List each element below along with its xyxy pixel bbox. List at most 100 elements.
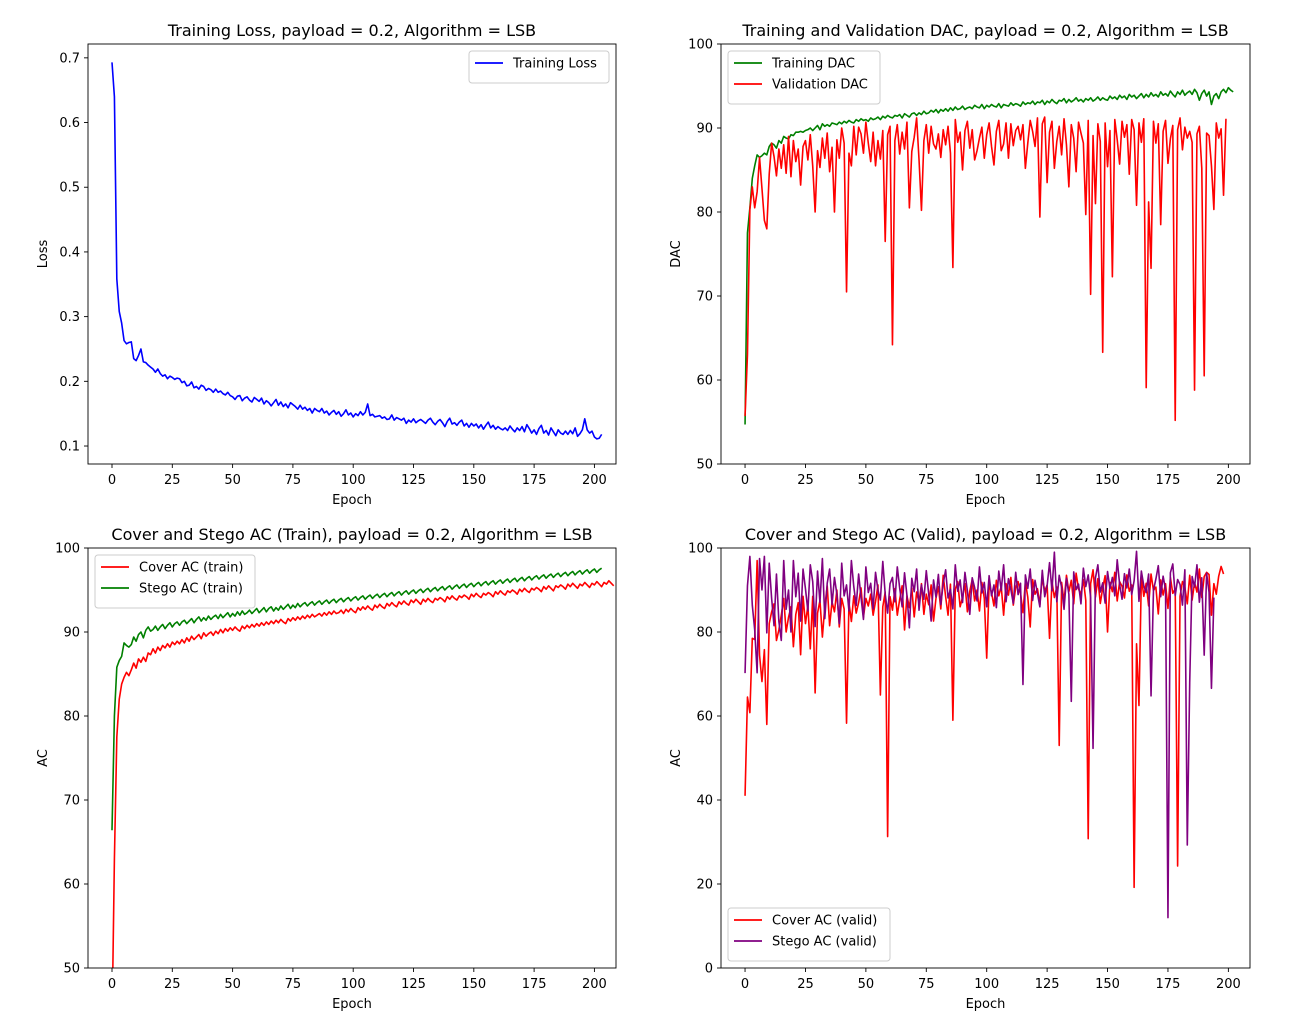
- y-tick-label: 60: [696, 710, 713, 725]
- x-tick-label: 50: [858, 473, 875, 488]
- x-tick-label: 200: [1216, 473, 1241, 488]
- x-tick-label: 175: [1156, 473, 1181, 488]
- series-line-cover-ac-train: [112, 579, 615, 968]
- y-tick-label: 0.3: [59, 310, 80, 325]
- x-tick-label: 150: [1095, 473, 1120, 488]
- y-axis-label: AC: [36, 749, 51, 767]
- chart-panel-4: Cover and Stego AC (Valid), payload = 0.…: [669, 525, 1251, 1012]
- legend-label: Stego AC (valid): [772, 935, 877, 950]
- legend-box: [727, 50, 881, 105]
- legend: Training DAC Validation DAC: [727, 50, 881, 105]
- x-tick-label: 0: [741, 977, 749, 992]
- x-tick-label: 0: [741, 473, 749, 488]
- legend: Training Loss: [468, 50, 610, 84]
- legend-label: Stego AC (train): [139, 582, 243, 597]
- x-tick-label: 25: [797, 977, 814, 992]
- y-tick-label: 60: [696, 374, 713, 389]
- y-axis-label: Loss: [36, 240, 51, 269]
- legend-box: [468, 50, 610, 84]
- x-axis-label: Epoch: [332, 493, 372, 508]
- chart-panel-2: Training and Validation DAC, payload = 0…: [669, 21, 1251, 508]
- series-line-stego-ac-valid: [744, 550, 1215, 919]
- x-tick-label: 50: [858, 977, 875, 992]
- series-line-training-dac: [744, 86, 1234, 425]
- x-tick-label: 25: [797, 473, 814, 488]
- y-tick-label: 80: [63, 710, 80, 725]
- x-axis-label: Epoch: [966, 493, 1006, 508]
- chart-title: Training and Validation DAC, payload = 0…: [741, 21, 1228, 40]
- y-tick-label: 0.5: [59, 181, 80, 196]
- legend: Cover AC (valid) Stego AC (valid): [727, 907, 891, 962]
- x-tick-label: 75: [918, 473, 935, 488]
- legend-label: Training DAC: [771, 57, 855, 72]
- chart-title: Training Loss, payload = 0.2, Algorithm …: [167, 21, 536, 40]
- series-line-stego-ac-train: [111, 567, 603, 831]
- legend-label: Validation DAC: [772, 78, 868, 93]
- y-tick-label: 40: [696, 794, 713, 809]
- x-tick-label: 100: [974, 473, 999, 488]
- plot-frame: [720, 547, 1251, 969]
- x-tick-label: 150: [461, 977, 486, 992]
- x-tick-label: 150: [1095, 977, 1120, 992]
- y-tick-label: 70: [696, 290, 713, 305]
- y-tick-label: 50: [696, 458, 713, 473]
- chart-title: Cover and Stego AC (Train), payload = 0.…: [111, 525, 592, 544]
- x-axis-label: Epoch: [966, 997, 1006, 1012]
- y-tick-label: 0.6: [59, 116, 80, 131]
- x-tick-label: 125: [401, 977, 426, 992]
- plot-frame: [720, 43, 1251, 465]
- series-line-training-loss: [111, 62, 603, 440]
- y-tick-label: 0.7: [59, 51, 80, 66]
- y-tick-label: 70: [63, 794, 80, 809]
- y-tick-label: 90: [696, 122, 713, 137]
- y-tick-label: 100: [688, 38, 713, 53]
- x-tick-label: 25: [164, 473, 181, 488]
- y-tick-label: 20: [696, 878, 713, 893]
- y-tick-label: 80: [696, 626, 713, 641]
- legend: Cover AC (train) Stego AC (train): [94, 554, 256, 609]
- x-tick-label: 175: [1156, 977, 1181, 992]
- series-line-cover-ac-valid: [744, 559, 1225, 889]
- x-tick-label: 75: [285, 977, 302, 992]
- x-tick-label: 125: [1035, 977, 1060, 992]
- y-tick-label: 90: [63, 626, 80, 641]
- y-tick-label: 0.1: [59, 440, 80, 455]
- legend-label: Cover AC (valid): [772, 914, 877, 929]
- x-tick-label: 100: [341, 977, 366, 992]
- legend-label: Cover AC (train): [139, 561, 243, 576]
- legend-box: [94, 554, 256, 609]
- x-tick-label: 175: [522, 473, 547, 488]
- series-line-validation-dac: [744, 116, 1227, 422]
- y-tick-label: 0.4: [59, 245, 80, 260]
- x-tick-label: 0: [108, 977, 116, 992]
- y-tick-label: 60: [63, 878, 80, 893]
- x-tick-label: 200: [582, 473, 607, 488]
- x-tick-label: 50: [224, 977, 241, 992]
- y-tick-label: 80: [696, 206, 713, 221]
- y-axis-label: DAC: [669, 240, 684, 268]
- x-tick-label: 175: [522, 977, 547, 992]
- x-tick-label: 75: [918, 977, 935, 992]
- x-tick-label: 125: [401, 473, 426, 488]
- y-tick-label: 100: [688, 542, 713, 557]
- plot-frame: [87, 547, 617, 969]
- x-tick-label: 200: [582, 977, 607, 992]
- x-tick-label: 0: [108, 473, 116, 488]
- y-tick-label: 0.2: [59, 375, 80, 390]
- x-tick-label: 150: [461, 473, 486, 488]
- x-tick-label: 75: [285, 473, 302, 488]
- legend-label: Training Loss: [512, 57, 597, 72]
- plot-frame: [87, 43, 617, 465]
- legend-box: [727, 907, 891, 962]
- x-tick-label: 125: [1035, 473, 1060, 488]
- y-tick-label: 50: [63, 962, 80, 977]
- chart-panel-3: Cover and Stego AC (Train), payload = 0.…: [36, 525, 617, 1012]
- y-tick-label: 100: [55, 542, 80, 557]
- x-tick-label: 100: [341, 473, 366, 488]
- x-tick-label: 25: [164, 977, 181, 992]
- x-axis-label: Epoch: [332, 997, 372, 1012]
- x-tick-label: 50: [224, 473, 241, 488]
- x-tick-label: 100: [974, 977, 999, 992]
- y-tick-label: 0: [705, 962, 713, 977]
